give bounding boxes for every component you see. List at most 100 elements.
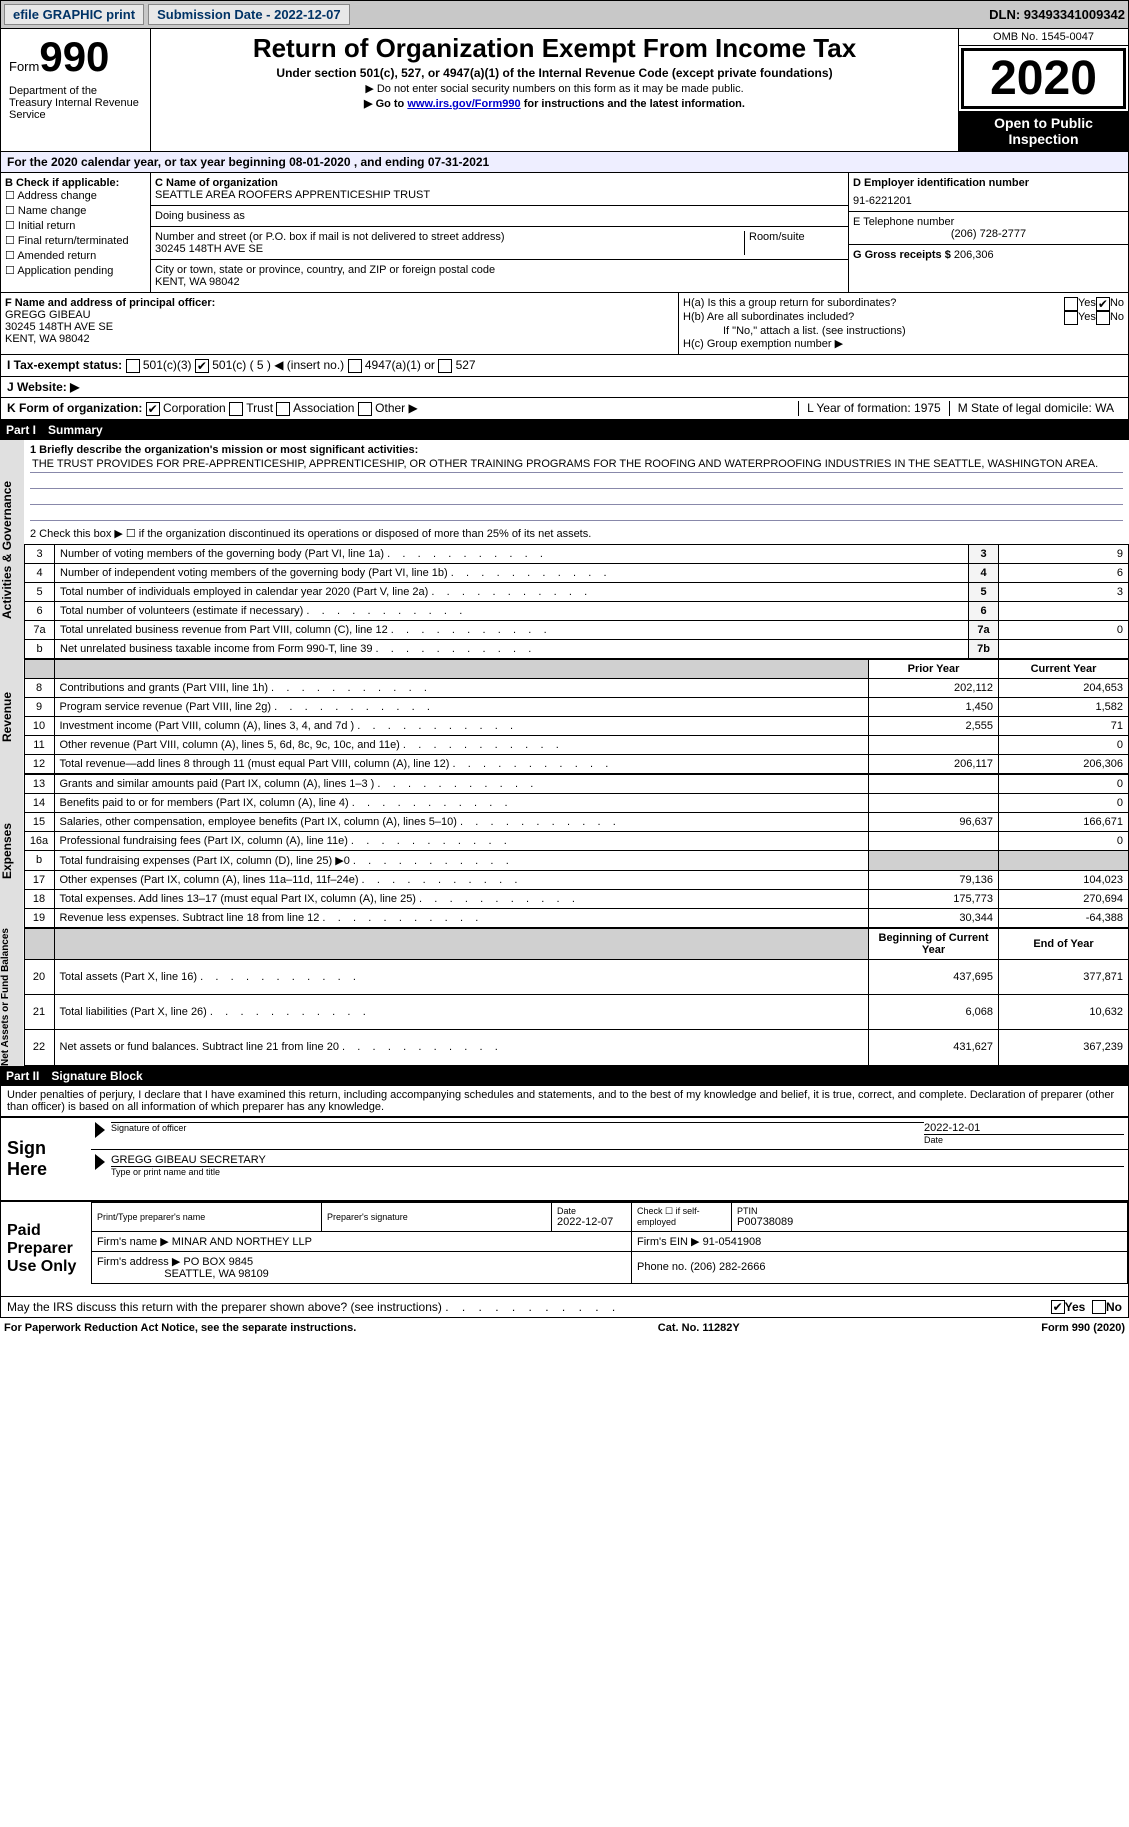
street-address: 30245 148TH AVE SE [155, 243, 744, 255]
arrow-icon [95, 1122, 105, 1138]
tax-year: 2020 [961, 48, 1126, 109]
hb-no[interactable] [1096, 311, 1110, 325]
check-amended-return[interactable]: ☐ Amended return [5, 249, 146, 262]
form-number: 990 [39, 33, 109, 80]
may-irs-discuss: May the IRS discuss this return with the… [0, 1297, 1129, 1318]
line-j: J Website: ▶ [0, 377, 1129, 398]
top-bar: efile GRAPHIC print Submission Date - 20… [0, 0, 1129, 29]
part1-body: Activities & Governance 1 Briefly descri… [0, 440, 1129, 659]
paid-preparer-block: Paid Preparer Use Only Print/Type prepar… [0, 1201, 1129, 1297]
table-row: 17Other expenses (Part IX, column (A), l… [24, 870, 1129, 889]
section-b: B Check if applicable: ☐ Address change … [1, 173, 151, 292]
form-header: Form990 Department of the Treasury Inter… [0, 29, 1129, 152]
dept-text: Department of the Treasury Internal Reve… [9, 85, 142, 121]
form-label: Form [9, 59, 39, 74]
check-name-change[interactable]: ☐ Name change [5, 204, 146, 217]
line-2: 2 Check this box ▶ ☐ if the organization… [30, 527, 1123, 540]
year-formation: L Year of formation: 1975 [798, 401, 949, 416]
sign-here-block: Sign Here Signature of officer 2022-12-0… [0, 1117, 1129, 1201]
check-initial-return[interactable]: ☐ Initial return [5, 219, 146, 232]
check-4947[interactable] [348, 359, 362, 373]
table-row: 10Investment income (Part VIII, column (… [24, 716, 1129, 735]
table-row: 6Total number of volunteers (estimate if… [25, 601, 1129, 620]
officer-sig-name: GREGG GIBEAU SECRETARY [111, 1154, 1124, 1166]
check-address-change[interactable]: ☐ Address change [5, 189, 146, 202]
efile-chip: efile GRAPHIC print [4, 4, 144, 25]
omb-number: OMB No. 1545-0047 [959, 29, 1128, 46]
revenue-table: Prior YearCurrent Year 8Contributions an… [24, 659, 1129, 774]
table-row: bNet unrelated business taxable income f… [25, 639, 1129, 658]
line-a: For the 2020 calendar year, or tax year … [0, 152, 1129, 173]
section-c: C Name of organization SEATTLE AREA ROOF… [151, 173, 848, 292]
firm-phone: (206) 282-2666 [690, 1261, 765, 1273]
irs-no[interactable] [1092, 1300, 1106, 1314]
table-row: 15Salaries, other compensation, employee… [24, 812, 1129, 831]
firm-addr1: PO BOX 9845 [183, 1256, 253, 1268]
expenses-table: 13Grants and similar amounts paid (Part … [24, 774, 1129, 928]
table-row: 14Benefits paid to or for members (Part … [24, 793, 1129, 812]
check-final-return[interactable]: ☐ Final return/terminated [5, 234, 146, 247]
table-row: 13Grants and similar amounts paid (Part … [24, 774, 1129, 793]
note-2: ▶ Go to www.irs.gov/Form990 for instruct… [155, 97, 954, 110]
declaration: Under penalties of perjury, I declare th… [0, 1086, 1129, 1117]
table-row: 16aProfessional fundraising fees (Part I… [24, 831, 1129, 850]
check-application-pending[interactable]: ☐ Application pending [5, 264, 146, 277]
ha-yes[interactable] [1064, 297, 1078, 311]
sig-officer-label: Signature of officer [111, 1122, 924, 1133]
officer-name: GREGG GIBEAU [5, 309, 91, 321]
firm-name: MINAR AND NORTHEY LLP [172, 1236, 312, 1248]
table-row: 7aTotal unrelated business revenue from … [25, 620, 1129, 639]
open-inspection: Open to Public Inspection [959, 111, 1128, 151]
tab-revenue: Revenue [0, 659, 24, 774]
check-501c[interactable] [195, 359, 209, 373]
check-other[interactable] [358, 402, 372, 416]
tab-expenses: Expenses [0, 774, 24, 928]
hb-yes[interactable] [1064, 311, 1078, 325]
ha-no[interactable] [1096, 297, 1110, 311]
hc-label: H(c) Group exemption number ▶ [683, 337, 1124, 350]
line-i: I Tax-exempt status: 501(c)(3) 501(c) ( … [0, 355, 1129, 377]
table-row: 22Net assets or fund balances. Subtract … [24, 1030, 1129, 1065]
gross-receipts: 206,306 [954, 249, 994, 261]
form-title: Return of Organization Exempt From Incom… [155, 33, 954, 64]
governance-table: 3Number of voting members of the governi… [24, 544, 1129, 659]
sig-date: 2022-12-01 [924, 1122, 1124, 1134]
year-block: OMB No. 1545-0047 2020 Open to Public In… [958, 29, 1128, 151]
state-domicile: M State of legal domicile: WA [949, 401, 1122, 416]
prep-date: 2022-12-07 [557, 1216, 626, 1228]
table-row: 9Program service revenue (Part VIII, lin… [24, 697, 1129, 716]
netassets-table: Beginning of Current YearEnd of Year 20T… [24, 928, 1129, 1066]
table-row: 8Contributions and grants (Part VIII, li… [24, 678, 1129, 697]
part1-header: Part I Summary [0, 420, 1129, 440]
line-k: K Form of organization: Corporation Trus… [0, 398, 1129, 420]
irs-yes[interactable] [1051, 1300, 1065, 1314]
check-association[interactable] [276, 402, 290, 416]
ein: 91-6221201 [853, 195, 1124, 207]
room-suite: Room/suite [744, 231, 844, 255]
self-employed-check[interactable]: Check ☐ if self-employed [632, 1202, 732, 1231]
check-trust[interactable] [229, 402, 243, 416]
check-corporation[interactable] [146, 402, 160, 416]
table-row: 12Total revenue—add lines 8 through 11 (… [24, 754, 1129, 773]
section-bcd: B Check if applicable: ☐ Address change … [0, 173, 1129, 293]
table-row: 19Revenue less expenses. Subtract line 1… [24, 908, 1129, 927]
form-subtitle: Under section 501(c), 527, or 4947(a)(1)… [155, 66, 954, 80]
page-footer: For Paperwork Reduction Act Notice, see … [0, 1318, 1129, 1338]
irs-link[interactable]: www.irs.gov/Form990 [407, 98, 520, 110]
officer-addr1: 30245 148TH AVE SE [5, 321, 113, 333]
table-row: 21Total liabilities (Part X, line 26)6,0… [24, 994, 1129, 1029]
city-state-zip: KENT, WA 98042 [155, 276, 844, 288]
title-block: Return of Organization Exempt From Incom… [151, 29, 958, 151]
check-527[interactable] [438, 359, 452, 373]
check-501c3[interactable] [126, 359, 140, 373]
table-row: 18Total expenses. Add lines 13–17 (must … [24, 889, 1129, 908]
table-row: 20Total assets (Part X, line 16)437,6953… [24, 959, 1129, 994]
phone: (206) 728-2777 [853, 228, 1124, 240]
arrow-icon [95, 1154, 105, 1170]
mission-text: THE TRUST PROVIDES FOR PRE-APPRENTICESHI… [30, 456, 1123, 473]
dln: DLN: 93493341009342 [989, 7, 1125, 22]
ptin: P00738089 [737, 1216, 1122, 1228]
officer-addr2: KENT, WA 98042 [5, 333, 90, 345]
table-row: 11Other revenue (Part VIII, column (A), … [24, 735, 1129, 754]
tab-netassets: Net Assets or Fund Balances [0, 928, 24, 1066]
